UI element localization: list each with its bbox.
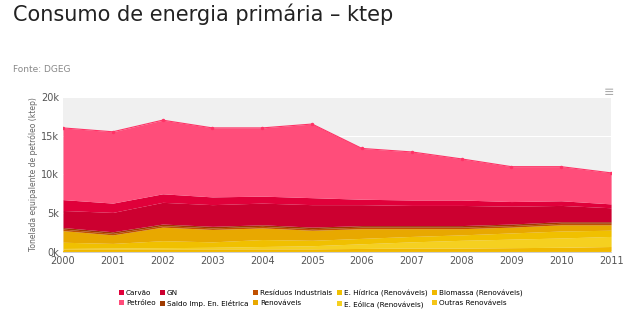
Text: Consumo de energia primária – ktep: Consumo de energia primária – ktep xyxy=(13,3,393,25)
Text: Fonte: DGEG: Fonte: DGEG xyxy=(13,65,70,74)
Legend: Carvão, Petróleo, GN, Saldo Imp. En. Elétrica, Resíduos Industriais, Renováveis,: Carvão, Petróleo, GN, Saldo Imp. En. Elé… xyxy=(118,290,522,308)
Y-axis label: Tonelada equipalente de petróleo (ktep): Tonelada equipalente de petróleo (ktep) xyxy=(28,98,38,251)
Text: ≡: ≡ xyxy=(604,86,614,99)
